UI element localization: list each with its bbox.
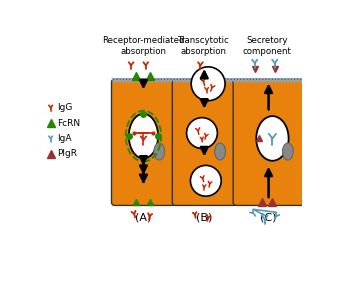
FancyBboxPatch shape — [233, 79, 304, 205]
Ellipse shape — [187, 118, 217, 148]
Ellipse shape — [256, 116, 288, 161]
Text: (C): (C) — [260, 213, 277, 223]
Ellipse shape — [282, 143, 293, 160]
Ellipse shape — [190, 166, 221, 196]
FancyBboxPatch shape — [112, 79, 175, 205]
Text: (A): (A) — [135, 213, 152, 223]
Text: IgA: IgA — [58, 134, 72, 143]
Text: Secretory
component: Secretory component — [243, 36, 292, 56]
Ellipse shape — [129, 114, 158, 158]
Text: IgG: IgG — [58, 103, 73, 112]
FancyBboxPatch shape — [172, 79, 236, 205]
Text: FcRN: FcRN — [58, 119, 81, 128]
Text: PIgR: PIgR — [58, 149, 78, 158]
Ellipse shape — [191, 67, 225, 101]
Text: Receptor-mediated
absorption: Receptor-mediated absorption — [102, 36, 184, 56]
Ellipse shape — [154, 143, 165, 160]
Text: Transcytotic
absorption: Transcytotic absorption — [178, 36, 230, 56]
Ellipse shape — [215, 143, 225, 160]
Text: (B): (B) — [196, 213, 212, 223]
